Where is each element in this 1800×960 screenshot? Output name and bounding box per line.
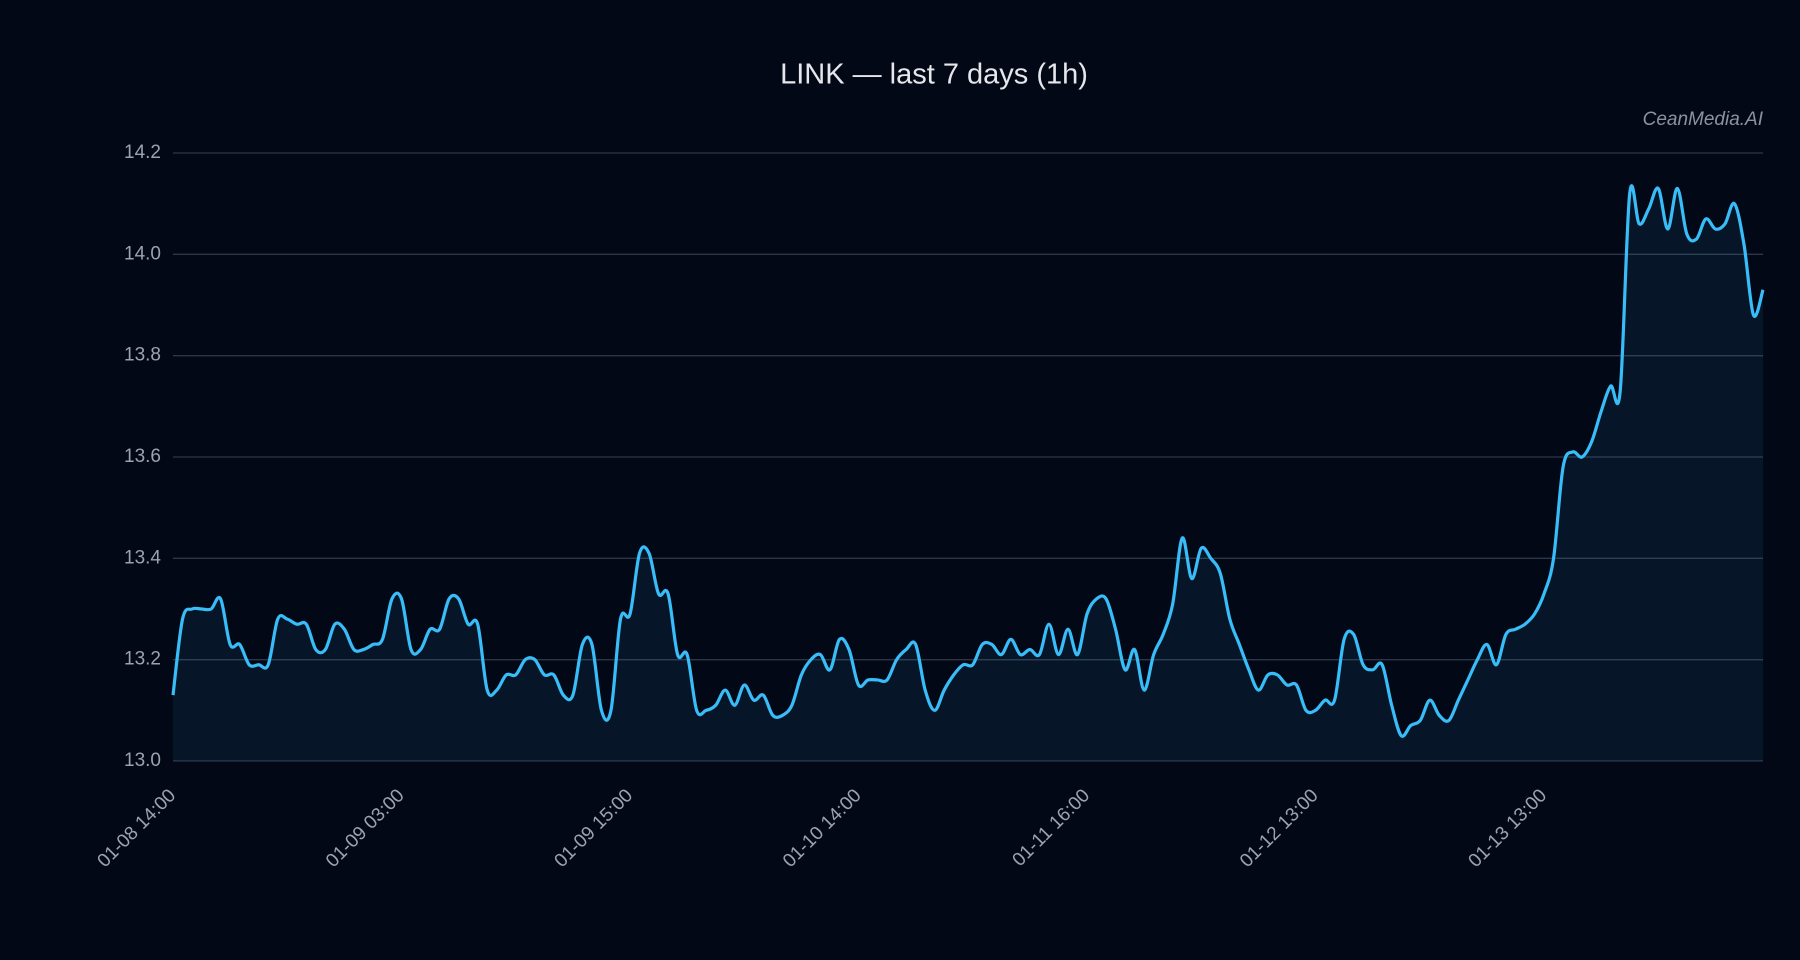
line	[171, 184, 1765, 738]
y-tick-label: 14.0	[124, 243, 161, 264]
area	[173, 185, 1763, 762]
chart-title: LINK — last 7 days (1h)	[780, 59, 1088, 91]
y-tick-label: 13.2	[124, 649, 161, 670]
y-tick-label: 13.8	[124, 345, 161, 366]
y-tick-label: 13.6	[124, 446, 161, 467]
y-tick-label: 13.4	[124, 547, 161, 568]
y-tick-label: 13.0	[124, 750, 161, 771]
watermark: CeanMedia.AI	[1643, 109, 1764, 130]
y-tick-label: 14.2	[124, 142, 161, 163]
